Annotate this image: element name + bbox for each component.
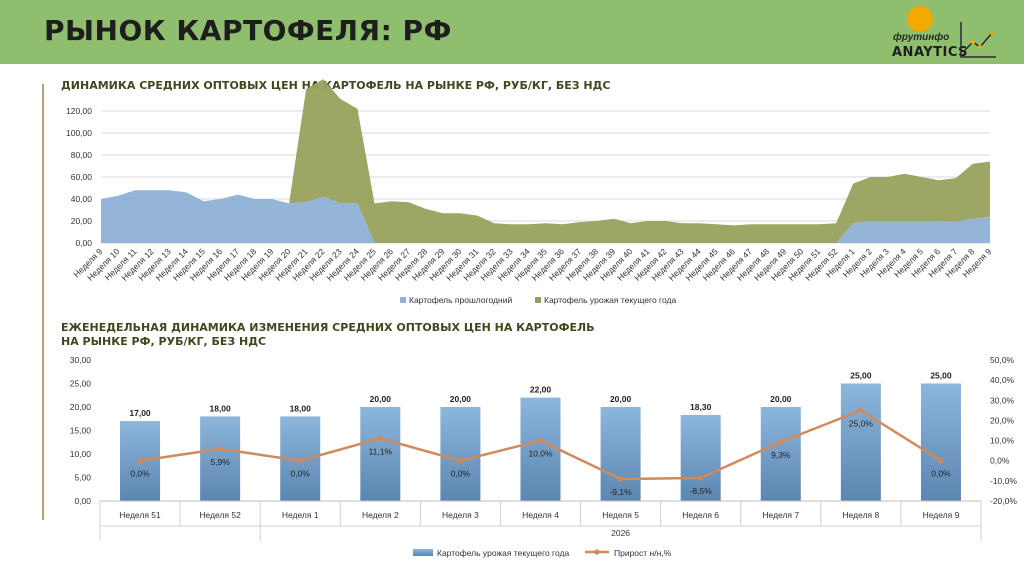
y2-tick-label: -20,0% [990, 496, 1017, 506]
x-tick-label: Неделя 3 [442, 510, 479, 520]
area-series-last-year [101, 190, 990, 243]
y-tick-label: 25,00 [70, 379, 92, 389]
bar-value-label: 17,00 [129, 408, 151, 418]
bar-value-label: 18,00 [209, 403, 231, 413]
x-tick-label: Неделя 2 [362, 510, 399, 520]
y-tick-label: 100,00 [66, 128, 92, 138]
y-tick-label: 0,00 [74, 496, 91, 506]
growth-value-label: 10,0% [528, 449, 553, 459]
bar-value-label: 18,30 [690, 402, 712, 412]
y-tick-label: 20,00 [71, 216, 93, 226]
y2-tick-label: 40,0% [990, 375, 1015, 385]
bar-value-label: 20,00 [770, 394, 792, 404]
x-tick-label: Неделя 8 [842, 510, 879, 520]
y2-tick-label: 0,0% [990, 456, 1010, 466]
bar-value-label: 25,00 [850, 371, 872, 381]
bar-value-label: 18,00 [290, 403, 312, 413]
bar [760, 407, 801, 501]
growth-value-label: 0,0% [291, 469, 311, 479]
sun-logo-icon [907, 6, 933, 32]
chart2-title: ЕЖЕНЕДЕЛЬНАЯ ДИНАМИКА ИЗМЕНЕНИЯ СРЕДНИХ … [61, 321, 595, 349]
bar [600, 407, 641, 501]
y-tick-label: 80,00 [71, 150, 93, 160]
chart1-title: ДИНАМИКА СРЕДНИХ ОПТОВЫХ ЦЕН НА КАРТОФЕЛ… [61, 79, 611, 92]
y-tick-label: 30,00 [70, 355, 92, 365]
y-tick-label: 10,00 [70, 449, 92, 459]
growth-point [698, 475, 704, 481]
legend-label: Прирост н/н,% [614, 548, 672, 558]
growth-point [938, 458, 944, 464]
y2-tick-label: -10,0% [990, 476, 1017, 486]
bar [360, 407, 401, 501]
legend-label: Картофель урожая текущего года [437, 548, 569, 558]
year-label: 2026 [611, 528, 630, 538]
area-series-current-year [101, 79, 990, 243]
y-tick-label: 20,00 [70, 402, 92, 412]
x-tick-label: Неделя 52 [199, 510, 241, 520]
x-tick-label: Неделя 5 [602, 510, 639, 520]
bar-value-label: 20,00 [370, 394, 392, 404]
growth-value-label: 9,3% [771, 450, 791, 460]
bar [440, 407, 481, 501]
y2-tick-label: 30,0% [990, 395, 1015, 405]
growth-value-label: -9,1% [609, 487, 632, 497]
y-tick-label: 5,00 [74, 473, 91, 483]
bar [200, 416, 241, 501]
growth-point [778, 439, 784, 445]
growth-point [137, 458, 143, 464]
y-tick-label: 15,00 [70, 426, 92, 436]
x-tick-label: Неделя 4 [522, 510, 559, 520]
bar [520, 397, 561, 501]
bar-value-label: 20,00 [610, 394, 632, 404]
legend-label: Картофель прошлогодний [409, 295, 512, 305]
x-tick-label: Неделя 1 [282, 510, 319, 520]
y-tick-label: 60,00 [71, 172, 93, 182]
y-tick-label: 120,00 [66, 106, 92, 116]
price-area-chart: 0,0020,0040,0060,0080,00100,00120,00Неде… [66, 79, 994, 305]
growth-value-label: 5,9% [210, 457, 230, 467]
y-tick-label: 40,00 [71, 194, 93, 204]
growth-point [617, 476, 624, 482]
bar-value-label: 22,00 [530, 385, 552, 395]
logo-brand: фрутинфо [893, 32, 950, 43]
growth-value-label: 0,0% [451, 469, 471, 479]
page-header: РЫНОК КАРТОФЕЛЯ: РФ фрутинфо ANAYTICS [0, 0, 1024, 64]
bar-value-label: 20,00 [450, 394, 472, 404]
legend-swatch [535, 297, 541, 303]
legend-label: Картофель урожая текущего года [544, 295, 676, 305]
growth-point [457, 458, 464, 464]
left-accent-rule [42, 84, 44, 520]
growth-point [217, 446, 223, 452]
x-tick-label: Неделя 6 [682, 510, 719, 520]
x-tick-label: Неделя 7 [762, 510, 799, 520]
bar [920, 383, 961, 501]
y2-tick-label: 10,0% [990, 436, 1015, 446]
legend-swatch [594, 549, 600, 555]
y-tick-label: 0,00 [75, 238, 92, 248]
y2-tick-label: 50,0% [990, 355, 1015, 365]
legend-swatch [400, 297, 406, 303]
growth-value-label: 11,1% [369, 446, 393, 456]
growth-point [537, 437, 544, 444]
bar [680, 414, 721, 501]
growth-point [858, 407, 864, 413]
logo-analytics: ANAYTICS [892, 45, 969, 60]
bar [840, 383, 881, 501]
page-title: РЫНОК КАРТОФЕЛЯ: РФ [44, 14, 452, 47]
growth-point [377, 435, 383, 441]
growth-chart-icon [960, 22, 996, 58]
growth-value-label: 0,0% [130, 469, 150, 479]
x-tick-label: Неделя 51 [119, 510, 161, 520]
bar-value-label: 25,00 [930, 371, 952, 381]
growth-point [297, 458, 303, 464]
growth-value-label: 0,0% [931, 469, 951, 479]
legend-swatch [413, 549, 433, 556]
growth-value-label: 25,0% [849, 418, 874, 428]
y2-tick-label: 20,0% [990, 415, 1015, 425]
growth-value-label: -8,5% [690, 486, 713, 496]
x-tick-label: Неделя 9 [923, 510, 960, 520]
chart2-title-line2: НА РЫНКЕ РФ, РУБ/КГ, БЕЗ НДС [61, 335, 267, 348]
chart2-title-line1: ЕЖЕНЕДЕЛЬНАЯ ДИНАМИКА ИЗМЕНЕНИЯ СРЕДНИХ … [61, 321, 595, 334]
